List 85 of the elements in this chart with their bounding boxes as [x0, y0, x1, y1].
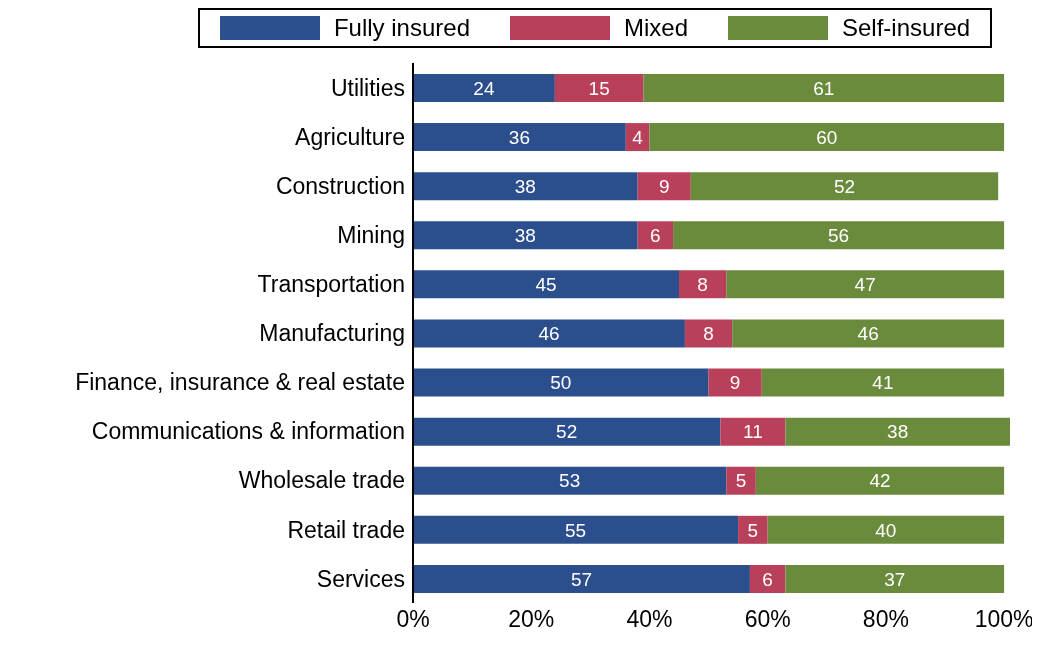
- bar: [785, 417, 1010, 446]
- legend-label: Fully insured: [333, 14, 470, 42]
- legend-label: Mixed: [623, 14, 689, 42]
- bar: [678, 270, 727, 299]
- bar: [738, 515, 768, 544]
- data-label: 15: [588, 77, 610, 99]
- data-label: 38: [887, 421, 909, 443]
- y-tick-label: Communications & information: [91, 418, 405, 445]
- bar: [785, 564, 1005, 593]
- bar: [673, 221, 1005, 250]
- y-tick-label: Transportation: [257, 271, 405, 298]
- data-label: 41: [872, 372, 894, 394]
- data-label: 8: [703, 323, 714, 345]
- bar: [749, 564, 786, 593]
- y-tick-label: Agriculture: [295, 123, 405, 150]
- data-label: 38: [514, 225, 536, 247]
- bar: [413, 319, 685, 348]
- bar: [755, 466, 1005, 495]
- data-label: 6: [762, 568, 773, 590]
- y-tick-label: Finance, insurance & real estate: [75, 369, 405, 396]
- data-label: 4: [632, 126, 644, 148]
- data-label: 47: [854, 274, 876, 296]
- x-tick-label: 0%: [396, 606, 430, 633]
- bar: [413, 515, 739, 544]
- data-label: 8: [697, 274, 708, 296]
- y-tick-label: Services: [316, 565, 405, 592]
- x-tick-label: 40%: [626, 606, 673, 633]
- data-label: 40: [875, 519, 897, 541]
- bar: [726, 270, 1005, 299]
- data-label: 52: [833, 175, 856, 197]
- bar: [684, 319, 733, 348]
- data-label: 9: [729, 372, 741, 394]
- bar: [637, 221, 674, 250]
- y-tick-label: Construction: [275, 172, 405, 199]
- y-tick-label: Wholesale trade: [238, 467, 405, 494]
- data-label: 5: [747, 519, 759, 541]
- data-label: 36: [508, 126, 530, 148]
- bar: [649, 123, 1005, 152]
- data-label: 50: [550, 372, 572, 394]
- data-label: 42: [869, 470, 891, 492]
- y-tick-label: Mining: [337, 221, 405, 248]
- bar: [413, 123, 626, 152]
- data-label: 11: [743, 421, 763, 443]
- x-tick-label: 60%: [744, 606, 791, 633]
- bar: [413, 564, 750, 593]
- bar: [643, 74, 1005, 102]
- y-tick-label: Manufacturing: [259, 320, 405, 347]
- bar: [637, 172, 691, 201]
- data-label: 45: [535, 274, 557, 296]
- legend-label: Self-insured: [842, 14, 971, 42]
- data-label: 5: [735, 470, 747, 492]
- data-label: 6: [650, 225, 661, 247]
- x-tick-label: 100%: [974, 606, 1034, 633]
- bar: [767, 515, 1005, 544]
- x-tick-label: 80%: [862, 606, 909, 633]
- bar: [413, 368, 709, 397]
- bar: [413, 172, 638, 201]
- data-label: 53: [559, 470, 581, 492]
- data-label: 57: [570, 568, 593, 590]
- data-label: 55: [564, 519, 587, 541]
- bar: [732, 319, 1005, 348]
- data-label: 46: [857, 323, 879, 345]
- bar: [761, 368, 1005, 397]
- data-label: 60: [816, 126, 838, 148]
- bar: [413, 270, 679, 299]
- bar: [554, 74, 644, 102]
- data-label: 61: [813, 77, 835, 99]
- data-label: 24: [473, 77, 495, 99]
- y-tick-label: Retail trade: [287, 516, 405, 543]
- data-label: 52: [556, 421, 578, 443]
- bar: [708, 368, 762, 397]
- data-label: 46: [538, 323, 560, 345]
- x-tick-label: 20%: [508, 606, 555, 633]
- bar: [413, 417, 721, 446]
- bar: [726, 466, 756, 495]
- data-label: 37: [884, 568, 906, 590]
- bar: [690, 172, 999, 201]
- bar: [720, 417, 786, 446]
- bar: [413, 74, 555, 102]
- data-label: 38: [514, 175, 536, 197]
- data-label: 56: [828, 225, 850, 247]
- bar: [413, 221, 638, 250]
- bar: [413, 466, 727, 495]
- data-label: 9: [658, 175, 670, 197]
- y-tick-label: Utilities: [330, 74, 405, 101]
